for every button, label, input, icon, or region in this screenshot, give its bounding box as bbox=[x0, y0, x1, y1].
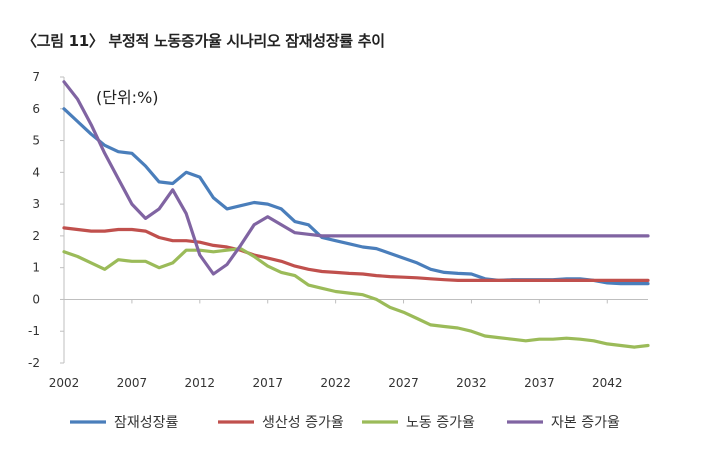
y-tick-label: -1 bbox=[28, 324, 40, 338]
x-tick-label: 2032 bbox=[456, 376, 487, 390]
y-tick-label: 6 bbox=[32, 102, 40, 116]
x-tick-label: 2012 bbox=[185, 376, 216, 390]
x-tick-label: 2037 bbox=[524, 376, 555, 390]
legend-label-1: 잠재성장률 bbox=[114, 415, 179, 431]
legend-label-4: 자본 증가율 bbox=[551, 415, 620, 431]
legend-label-3: 노동 증가율 bbox=[406, 415, 475, 431]
y-tick-label: 2 bbox=[32, 229, 40, 243]
y-tick-label: 5 bbox=[32, 134, 40, 148]
y-tick-label: 7 bbox=[32, 70, 40, 84]
x-tick-label: 2002 bbox=[49, 376, 80, 390]
y-tick-label: 0 bbox=[32, 292, 40, 306]
series-line-2 bbox=[62, 226, 650, 282]
x-tick-label: 2007 bbox=[117, 376, 148, 390]
x-tick-label: 2017 bbox=[252, 376, 283, 390]
chart-legend: 잠재성장률 생산성 증가율 노동 증가율 자본 증가율 bbox=[70, 415, 620, 431]
chart-series bbox=[62, 80, 650, 349]
y-tick-label: 4 bbox=[32, 165, 40, 179]
y-tick-label: -2 bbox=[28, 356, 40, 370]
y-tick-label: 1 bbox=[32, 261, 40, 275]
unit-label: (단위:%) bbox=[96, 88, 159, 107]
y-tick-label: 3 bbox=[32, 197, 40, 211]
x-tick-label: 2042 bbox=[592, 376, 623, 390]
series-line-3 bbox=[62, 247, 650, 349]
chart-axes: -2 -1 0 1 2 3 4 5 6 7 2002 2007 2012 2017 2022 2027 2032… bbox=[28, 70, 648, 390]
legend-label-2: 생산성 증가율 bbox=[262, 415, 344, 431]
figure-title: 〈그림 11〉 부정적 노동증가율 시나리오 잠재성장률 추이 bbox=[22, 32, 385, 50]
series-line-1 bbox=[62, 107, 650, 286]
x-tick-label: 2027 bbox=[388, 376, 419, 390]
series-line-4 bbox=[62, 80, 650, 276]
x-tick-label: 2022 bbox=[320, 376, 351, 390]
